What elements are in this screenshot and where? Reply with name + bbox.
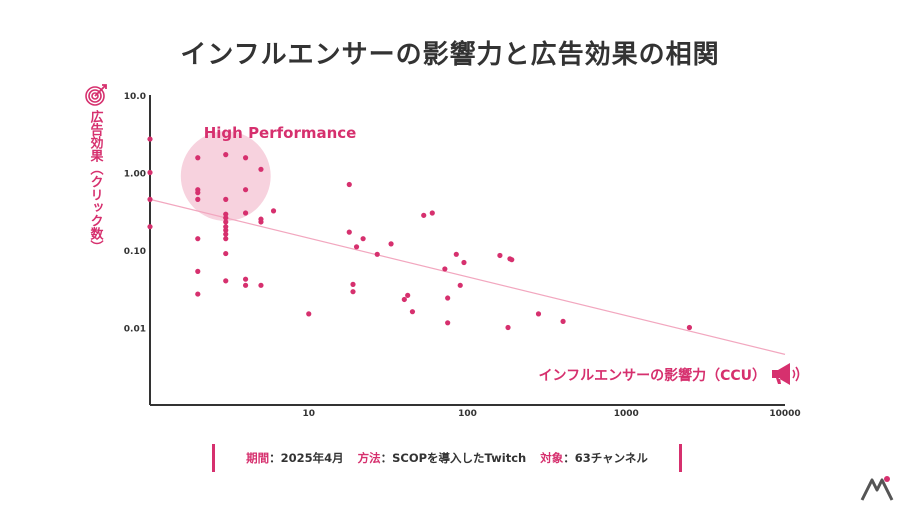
data-point	[195, 236, 201, 242]
data-point	[686, 324, 693, 331]
data-point	[242, 210, 249, 216]
x-axis-label: インフルエンサーの影響力（CCU）	[539, 367, 767, 384]
data-point	[242, 155, 249, 161]
x-tick-label: 1000	[614, 409, 639, 419]
target-icon	[85, 84, 107, 106]
data-point	[223, 278, 229, 284]
data-point	[350, 281, 356, 287]
data-point	[223, 211, 229, 217]
y-tick-label: 10.0	[124, 92, 146, 102]
x-tick-label: 10000	[769, 409, 800, 419]
data-point	[388, 241, 394, 247]
data-point	[242, 282, 249, 288]
footer-target: 対象：63チャンネル	[540, 451, 648, 465]
x-tick-label: 10	[302, 409, 315, 419]
data-point	[509, 257, 515, 263]
data-point	[223, 219, 229, 225]
data-point	[242, 276, 249, 282]
data-point	[505, 324, 511, 331]
data-point	[258, 219, 264, 225]
data-point	[442, 266, 448, 272]
data-point	[223, 250, 229, 257]
data-point	[147, 224, 153, 230]
data-point	[353, 244, 360, 250]
data-point	[374, 251, 380, 257]
data-point	[405, 292, 411, 298]
data-point	[223, 152, 229, 158]
data-point	[223, 227, 229, 233]
logo-icon	[860, 476, 894, 501]
highlight-label: High Performance	[204, 124, 357, 142]
data-point	[346, 229, 352, 235]
y-tick-label: 0.01	[124, 325, 146, 335]
data-point	[195, 268, 201, 274]
y-tick-label: 1.00	[124, 170, 146, 180]
data-point	[147, 196, 153, 202]
data-point	[350, 289, 356, 295]
data-point	[445, 295, 451, 301]
x-tick-label: 100	[458, 409, 477, 419]
data-point	[147, 169, 153, 176]
data-point	[270, 208, 277, 214]
footer-period: 期間：2025年4月	[246, 451, 344, 465]
y-axis-label: 広告効果（クリック数）	[88, 109, 105, 253]
data-point	[445, 320, 451, 326]
data-point	[195, 196, 201, 202]
data-point	[346, 181, 352, 188]
footer-method: 方法：SCOPを導入したTwitch	[357, 451, 527, 465]
data-point	[560, 318, 566, 324]
data-point	[147, 136, 153, 142]
data-point	[453, 251, 459, 257]
data-point	[195, 190, 201, 196]
data-point	[223, 215, 229, 221]
trend-line	[149, 198, 786, 355]
data-point	[360, 236, 366, 242]
chart-title: インフルエンサーの影響力と広告効果の相関	[180, 40, 720, 70]
megaphone-icon	[772, 363, 800, 385]
data-point	[223, 236, 229, 242]
data-point	[497, 252, 503, 259]
data-point	[535, 311, 542, 317]
data-point	[457, 282, 463, 288]
data-point	[306, 311, 312, 317]
data-point	[242, 187, 249, 193]
data-point	[195, 291, 201, 297]
data-point	[223, 196, 229, 202]
data-point	[223, 231, 229, 237]
data-point	[195, 155, 201, 161]
data-point	[421, 212, 427, 218]
data-point	[258, 282, 264, 288]
footer-info: 期間：2025年4月 方法：SCOPを導入したTwitch 対象：63チャンネル	[212, 444, 682, 472]
highlight-circle	[180, 131, 271, 221]
data-point	[461, 259, 467, 266]
data-point	[401, 296, 407, 303]
y-tick-label: 0.10	[124, 247, 146, 257]
data-point	[258, 166, 264, 172]
data-point	[409, 309, 416, 315]
data-point	[429, 210, 435, 216]
